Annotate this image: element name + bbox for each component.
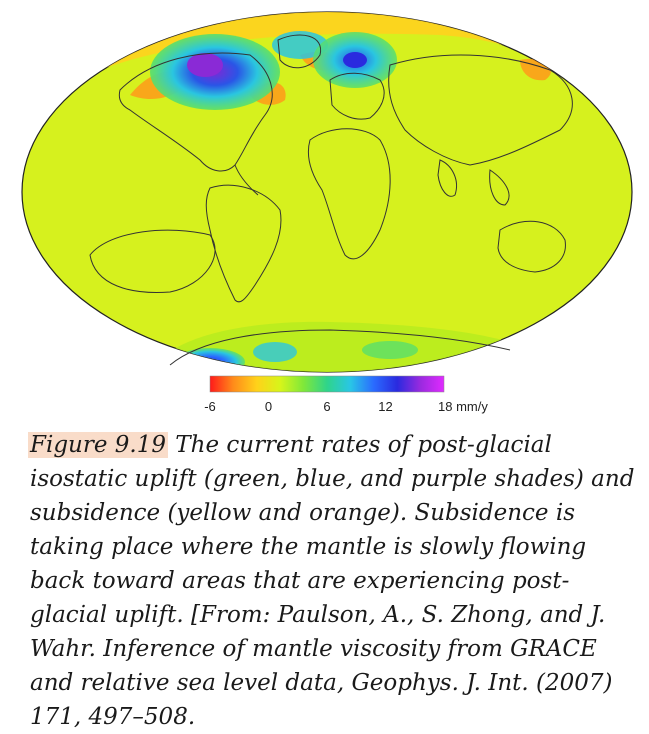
- coastlines: [89, 34, 573, 366]
- contour-pacific: [89, 229, 216, 293]
- coast-australia: [497, 220, 566, 273]
- coast-north-america: [118, 52, 273, 172]
- coast-africa: [307, 128, 391, 260]
- coast-southeast-asia: [489, 169, 510, 206]
- colorbar-tick-label: 18 mm/y: [438, 399, 488, 414]
- antarctica-uplift-east: [253, 342, 297, 362]
- colorbar-ticks: -6 0 6 12 18 mm/y: [204, 399, 488, 414]
- antarctica-uplift-ross: [362, 341, 418, 359]
- north-america-uplift-core: [187, 53, 223, 77]
- figure-label: Figure 9.19: [28, 432, 168, 458]
- colorbar-gradient: [209, 375, 445, 393]
- coast-central-america: [234, 164, 259, 196]
- scandinavia-uplift-core: [343, 52, 367, 68]
- coast-antarctica: [169, 329, 511, 366]
- colorbar-tick-label: 0: [265, 399, 272, 414]
- colorbar-tick-label: 12: [378, 399, 392, 414]
- coast-india: [437, 159, 457, 197]
- colorbar-tick-label: -6: [204, 399, 216, 414]
- caption-text: The current rates of post-glacial isosta…: [30, 432, 635, 730]
- coast-europe: [329, 72, 385, 120]
- coast-south-america: [205, 184, 282, 303]
- coast-greenland: [277, 34, 322, 69]
- coast-asia: [388, 54, 573, 166]
- figure-caption: Figure 9.19 The current rates of post-gl…: [28, 428, 635, 734]
- antarctica-uplift-west: [175, 348, 245, 372]
- colorbar: -6 0 6 12 18 mm/y: [204, 375, 488, 414]
- uplift-map-figure: -6 0 6 12 18 mm/y: [21, 11, 633, 414]
- page: -6 0 6 12 18 mm/y Figure 9.19 The current ra…: [21, 11, 634, 730]
- colorbar-tick-label: 6: [323, 399, 330, 414]
